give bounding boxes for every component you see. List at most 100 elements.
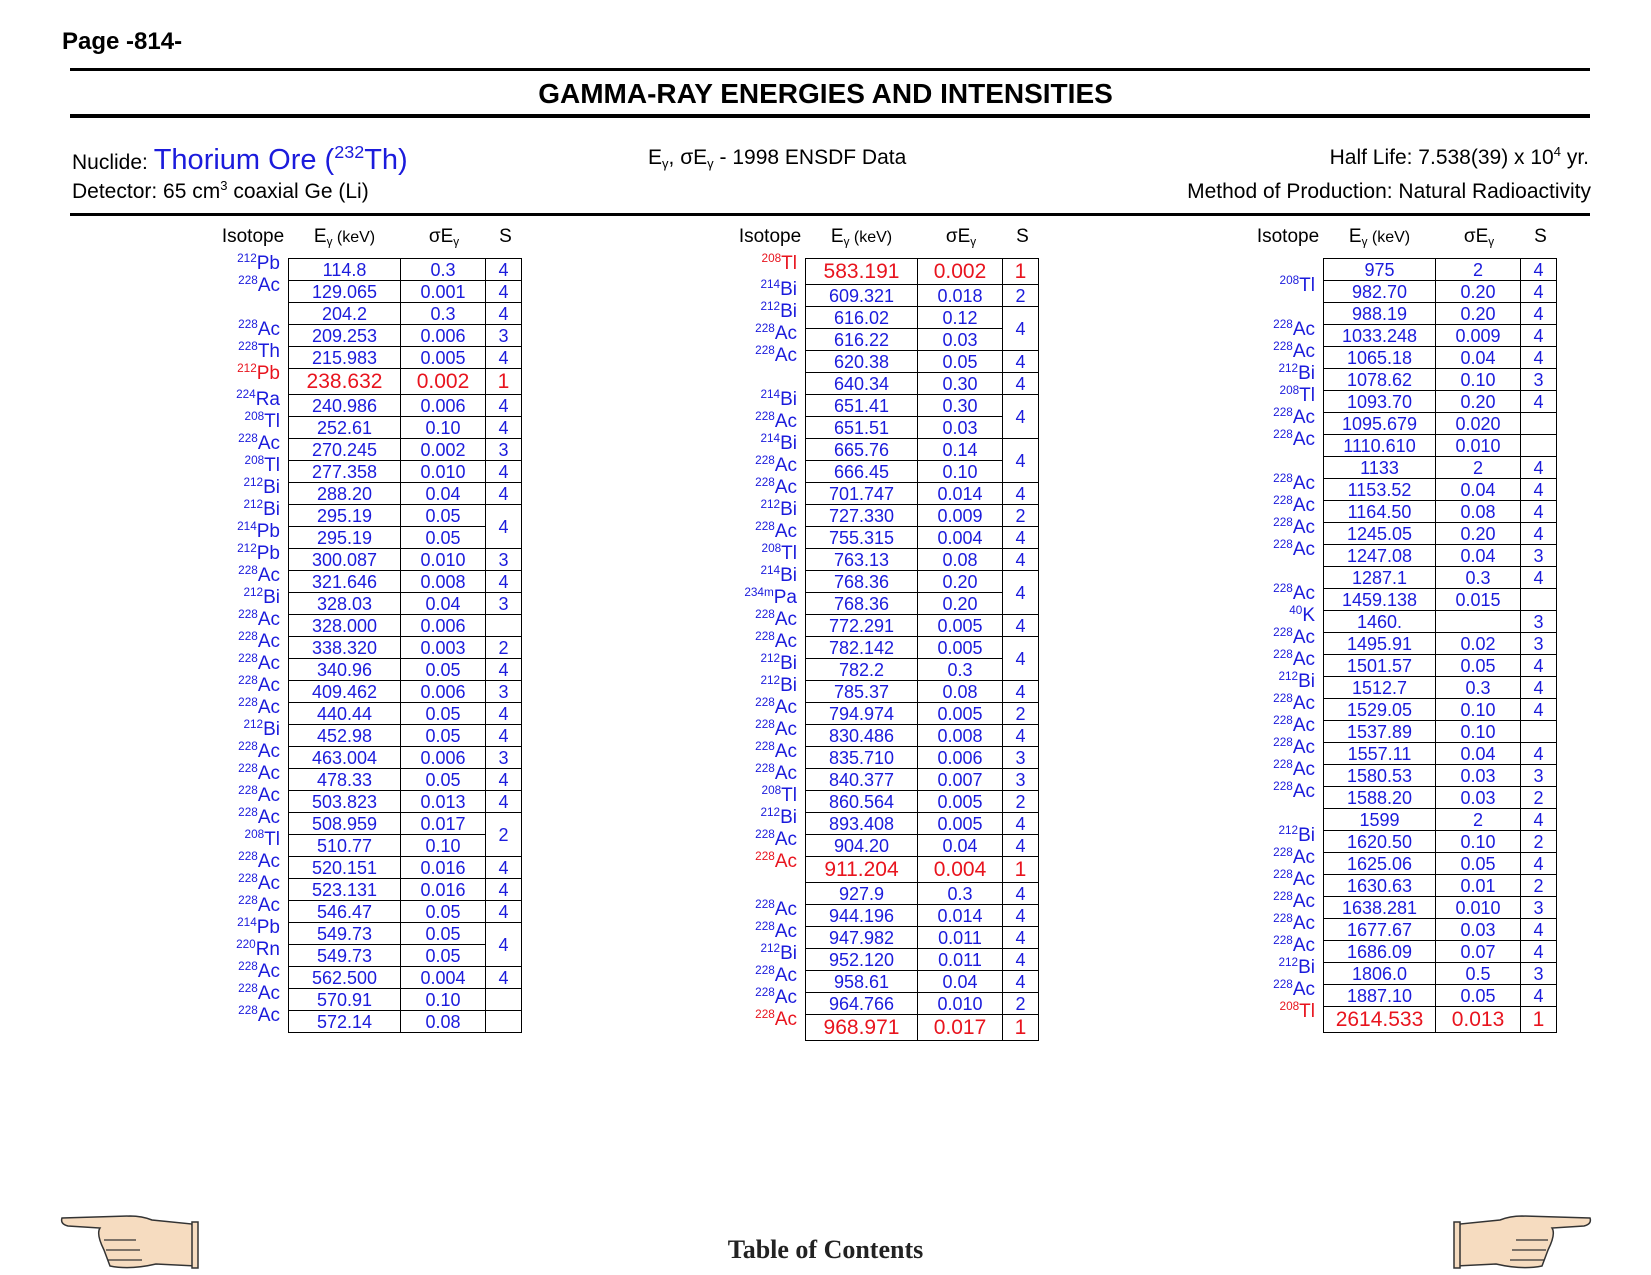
energy-cell: 238.632 (288, 368, 401, 395)
sigma-cell: 0.010 (917, 992, 1003, 1015)
energy-cell: 1529.05 (1323, 698, 1436, 721)
isotope-label: 212Pb (237, 361, 280, 384)
energy-cell: 1287.1 (1323, 566, 1436, 589)
header-energy: Eγ (keV) (1348, 226, 1411, 249)
isotope-label: 228Ac (755, 849, 797, 872)
class-cell: 4 (485, 416, 522, 439)
energy-cell: 651.51 (805, 416, 918, 439)
class-cell: 4 (1002, 526, 1039, 549)
class-cell: 4 (485, 724, 522, 747)
isotope-label: 208Tl (244, 409, 280, 432)
class-cell: 4 (485, 658, 522, 681)
sigma-cell: 0.006 (400, 614, 486, 637)
nuclide-line: Nuclide: Thorium Ore (232Th) (72, 143, 408, 177)
sigma-cell: 0.10 (400, 834, 486, 857)
isotope-label: 228Ac (1273, 911, 1315, 934)
energy-cell: 204.2 (288, 302, 401, 325)
hand-pointing-right-icon[interactable] (1452, 1210, 1592, 1272)
class-cell: 4 (1002, 372, 1039, 395)
sigma-cell: 0.05 (400, 944, 486, 967)
sigma-cell: 0.20 (917, 570, 1003, 593)
isotope-label: 228Ac (1273, 867, 1315, 890)
isotope-label: 212Pb (237, 251, 280, 274)
sigma-cell: 0.05 (400, 702, 486, 725)
energy-cell: 1153.52 (1323, 478, 1436, 501)
energy-cell: 1806.0 (1323, 962, 1436, 985)
sigma-cell (1435, 610, 1521, 633)
isotope-label: 228Ac (755, 409, 797, 432)
top-rule (70, 68, 1590, 71)
sigma-cell: 0.20 (1435, 522, 1521, 545)
isotope-label: 228Ac (1273, 845, 1315, 868)
class-cell: 4 (485, 394, 522, 417)
sigma-cell: 0.04 (917, 834, 1003, 857)
energy-cell: 252.61 (288, 416, 401, 439)
sigma-cell: 0.10 (1435, 830, 1521, 853)
class-cell: 4 (1002, 482, 1039, 505)
isotope-label: 208Tl (761, 541, 797, 564)
isotope-label: 212Bi (760, 497, 797, 520)
isotope-label: 228Ac (1273, 537, 1315, 560)
isotope-label: 228Ac (1273, 427, 1315, 450)
sigma-cell: 0.04 (1435, 544, 1521, 567)
sigma-cell: 2 (1435, 456, 1521, 479)
sigma-cell: 0.05 (400, 658, 486, 681)
sigma-cell: 0.017 (400, 812, 486, 835)
isotope-label: 228Ac (755, 453, 797, 476)
energy-cell: 240.986 (288, 394, 401, 417)
class-cell: 2 (1520, 874, 1557, 897)
sigma-cell: 0.03 (1435, 918, 1521, 941)
class-cell: 3 (1002, 746, 1039, 769)
sigma-cell: 0.20 (1435, 390, 1521, 413)
energy-cell: 975 (1323, 258, 1436, 281)
sigma-cell: 0.03 (917, 416, 1003, 439)
isotope-label: 228Ac (238, 563, 280, 586)
energy-cell: 1133 (1323, 456, 1436, 479)
class-cell: 4 (485, 900, 522, 923)
class-cell: 1 (485, 368, 522, 395)
hand-pointing-left-icon[interactable] (60, 1210, 200, 1272)
class-cell: 3 (485, 548, 522, 571)
isotope-label: 212Pb (237, 541, 280, 564)
sigma-cell: 0.016 (400, 878, 486, 901)
sigma-cell: 0.014 (917, 482, 1003, 505)
class-cell: 2 (1520, 830, 1557, 853)
header-s: S (1016, 226, 1029, 247)
energy-cell: 1095.679 (1323, 412, 1436, 435)
energy-cell: 782.2 (805, 658, 918, 681)
sigma-cell: 0.05 (400, 526, 486, 549)
isotope-label: 220Rn (236, 937, 280, 960)
isotope-label: 228Ac (1273, 977, 1315, 1000)
data-source: Eγ, σEγ - 1998 ENSDF Data (648, 146, 907, 171)
energy-cell: 835.710 (805, 746, 918, 769)
sigma-cell: 0.04 (1435, 742, 1521, 765)
table-of-contents-link[interactable]: Table of Contents (727, 1235, 924, 1264)
sigma-cell: 0.20 (1435, 280, 1521, 303)
energy-cell: 300.087 (288, 548, 401, 571)
isotope-label: 40K (1289, 603, 1315, 626)
isotope-label: 228Ac (238, 783, 280, 806)
sigma-cell: 0.10 (1435, 720, 1521, 743)
isotope-label: 228Ac (238, 739, 280, 762)
header-rule (70, 213, 1590, 216)
isotope-label: 208Tl (1279, 999, 1315, 1022)
isotope-label: 214Bi (760, 277, 797, 300)
energy-cell: 1630.63 (1323, 874, 1436, 897)
energy-cell: 785.37 (805, 680, 918, 703)
energy-cell: 1164.50 (1323, 500, 1436, 523)
class-cell: 3 (1520, 962, 1557, 985)
energy-cell: 572.14 (288, 1010, 401, 1033)
class-cell: 4 (485, 258, 522, 281)
class-cell: 2 (1002, 702, 1039, 725)
sigma-cell: 0.08 (1435, 500, 1521, 523)
isotope-label: 228Ac (238, 629, 280, 652)
class-cell: 4 (1520, 808, 1557, 831)
class-cell (1520, 412, 1557, 435)
class-cell: 4 (1002, 724, 1039, 747)
sigma-cell: 0.005 (917, 812, 1003, 835)
class-cell: 2 (1002, 284, 1039, 307)
class-cell: 4 (1002, 680, 1039, 703)
isotope-label: 228Ac (238, 651, 280, 674)
isotope-label: 228Ac (755, 343, 797, 366)
class-cell: 4 (1002, 970, 1039, 993)
